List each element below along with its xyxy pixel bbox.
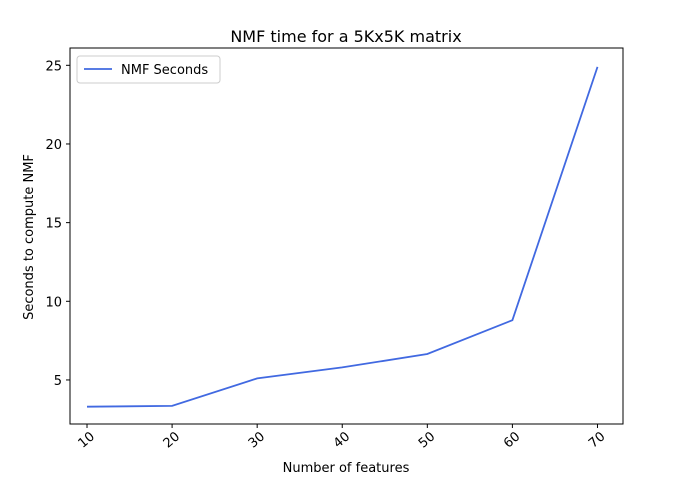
x-tick-label: 70 [586,429,608,451]
x-tick-label: 10 [76,429,98,451]
legend: NMF Seconds [76,55,221,84]
x-tick-label: 40 [331,429,353,451]
y-tick-label: 5 [54,374,62,389]
legend-box [76,55,221,84]
x-tick-label: 50 [416,429,438,451]
plot-area [69,47,624,425]
x-tick-label: 30 [246,429,268,451]
y-tick-label: 25 [45,59,62,74]
legend-label-nmf-seconds: NMF Seconds [121,63,208,78]
x-axis-label: Number of features [283,461,410,476]
series-line-nmf-seconds [86,66,599,408]
y-tick-label: 15 [45,217,62,232]
y-tick-label: 10 [45,295,62,310]
x-axis-ticks: 10 20 30 40 50 60 70 [76,424,608,451]
y-tick-label: 20 [45,138,62,153]
x-tick-label: 20 [161,429,183,451]
y-axis-ticks: 5 10 15 20 25 [45,59,70,389]
chart-title: NMF time for a 5Kx5K matrix [230,27,461,46]
y-axis-label: Seconds to compute NMF [22,154,37,320]
x-tick-label: 60 [501,429,523,451]
